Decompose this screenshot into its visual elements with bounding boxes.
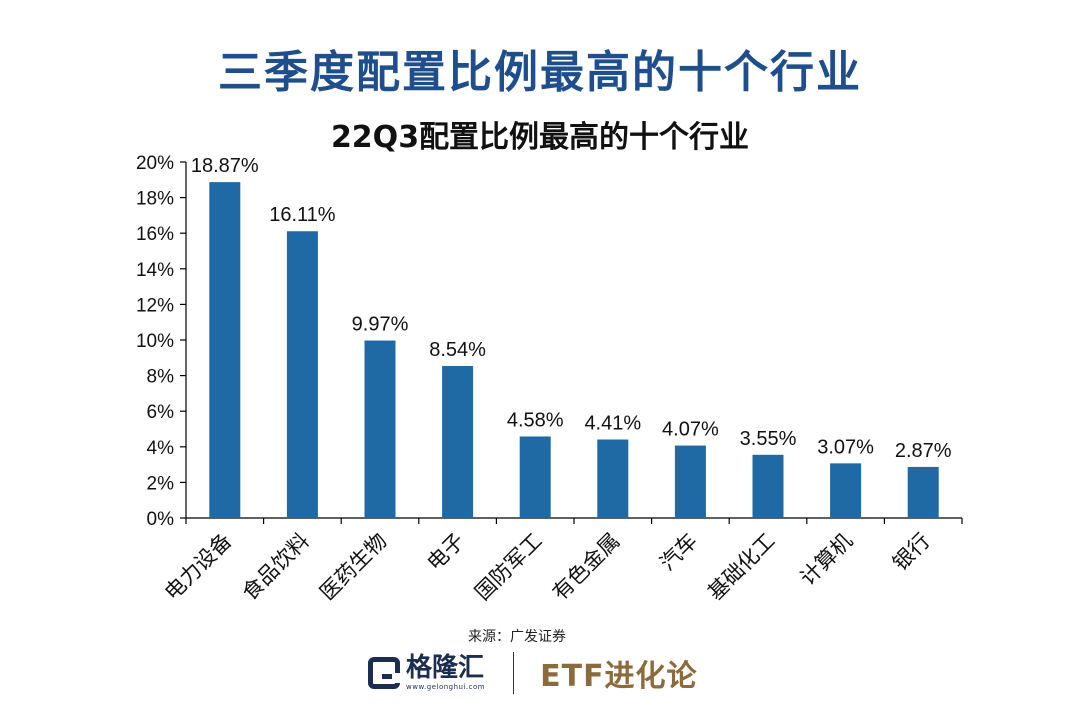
brand-name: 格隆汇 (406, 653, 485, 683)
y-tick-label: 2% (147, 473, 175, 494)
category-label: 有色金属 (548, 529, 624, 605)
category-label: 电力设备 (160, 529, 236, 605)
y-tick-label: 4% (147, 438, 175, 459)
bar (674, 445, 706, 518)
bar-chart: 0% 2% 4% 6% 8% 10% 12% 14% 16% 18% 20% 18.87% 电力设备 16… (136, 153, 963, 605)
y-tick-label: 12% (136, 295, 174, 316)
category-label: 计算机 (796, 529, 858, 591)
category-label: 银行 (888, 529, 935, 576)
page-title: 三季度配置比例最高的十个行业 (218, 47, 862, 98)
bar (209, 182, 241, 518)
data-label: 3.55% (740, 428, 797, 450)
category-label: 国防军工 (470, 529, 546, 605)
footer-logos: 格隆汇 www.gelonghui.com ETF进化论 (368, 648, 698, 698)
category-label: 食品饮料 (238, 529, 314, 605)
chart-title: 22Q3配置比例最高的十个行业 (330, 120, 750, 155)
y-tick-label: 6% (147, 402, 175, 423)
bar (907, 466, 939, 518)
category-label: 基础化工 (703, 529, 779, 605)
category-label: 电子 (422, 529, 469, 576)
data-label: 4.58% (507, 409, 564, 431)
data-label: 18.87% (191, 155, 259, 177)
bar (364, 340, 396, 518)
category-label: 医药生物 (315, 529, 391, 605)
y-tick-label: 20% (136, 153, 174, 174)
bar (830, 463, 862, 518)
data-label: 16.11% (269, 204, 336, 226)
bar (597, 439, 629, 518)
data-label: 8.54% (429, 339, 486, 361)
data-label: 4.41% (584, 413, 641, 435)
y-tick-label: 10% (136, 331, 174, 352)
gelonghui-brand: 格隆汇 www.gelonghui.com (406, 655, 485, 691)
y-tick-label: 14% (136, 260, 174, 281)
data-label: 3.07% (817, 436, 874, 458)
gelonghui-logo-icon (368, 657, 400, 689)
y-tick-label: 16% (136, 224, 174, 245)
y-tick-label: 8% (147, 367, 175, 388)
data-label: 9.97% (352, 314, 409, 336)
y-tick-label: 18% (136, 189, 174, 210)
category-label: 汽车 (655, 529, 702, 576)
data-label: 4.07% (662, 419, 719, 441)
etf-brand: ETF进化论 (540, 659, 698, 694)
bar (442, 365, 474, 518)
brand-url: www.gelonghui.com (406, 683, 486, 691)
bar (286, 231, 318, 518)
data-label: 2.87% (895, 440, 952, 462)
bar (752, 454, 784, 518)
logo-divider (513, 652, 515, 694)
bar (519, 436, 551, 518)
y-tick-label: 0% (147, 509, 175, 530)
source-note: 来源：广发证券 (468, 629, 566, 645)
